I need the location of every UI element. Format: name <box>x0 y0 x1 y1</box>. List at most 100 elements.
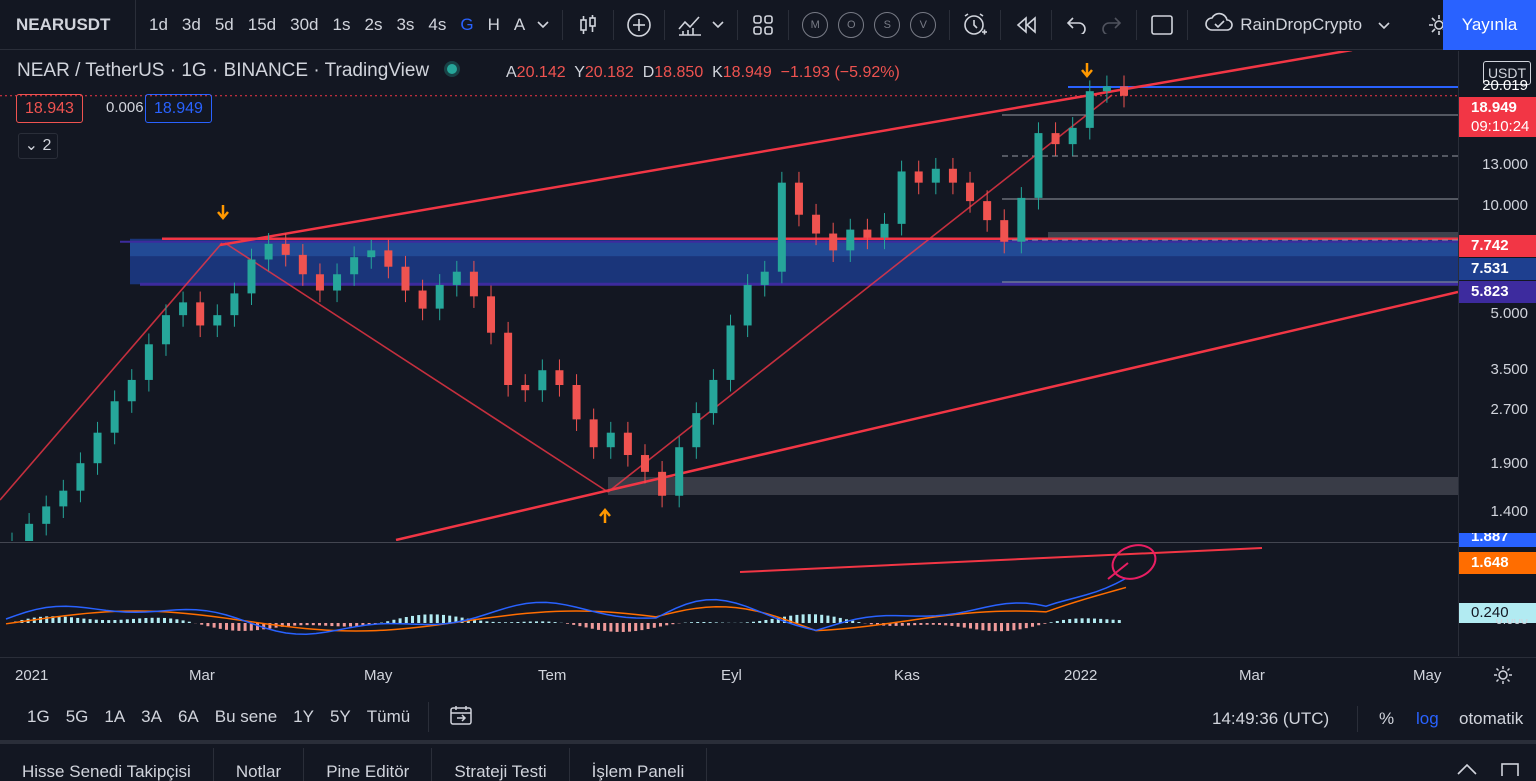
indicator-count: 2 <box>42 137 52 154</box>
interval-2s[interactable]: 2s <box>364 14 383 34</box>
range-8-button[interactable]: Tümü <box>366 707 411 726</box>
chevron-down-icon[interactable] <box>532 8 554 42</box>
fullscreen-icon[interactable] <box>1145 8 1179 42</box>
candle-body <box>948 168 957 183</box>
macd-histogram-bar <box>411 615 414 623</box>
utc-clock[interactable]: 14:49:36 (UTC) <box>1212 709 1330 728</box>
macd-histogram-bar <box>163 617 166 623</box>
axis-settings-gear-icon[interactable] <box>1492 664 1514 691</box>
chart-tool-m-button[interactable]: M <box>802 11 829 38</box>
range-0-button[interactable]: 1G <box>27 707 50 726</box>
macd-histogram-bar <box>1093 618 1096 623</box>
arrow-marker-icon <box>217 205 229 220</box>
time-tick: May <box>1413 667 1442 684</box>
macd-histogram-bar <box>628 623 631 632</box>
sell-price-button[interactable]: 18.943 <box>16 94 83 123</box>
price-tick: 10.000 <box>1482 197 1528 214</box>
panel-tab-2[interactable]: Pine Editör <box>304 748 433 781</box>
panel-tab-3[interactable]: Strateji Testi <box>432 748 570 781</box>
range-2-button[interactable]: 1A <box>104 707 126 726</box>
macd-histogram-bar <box>256 623 259 631</box>
candle-type-icon[interactable] <box>571 8 605 42</box>
buy-price-button[interactable]: 18.949 <box>145 94 212 123</box>
interval-1s[interactable]: 1s <box>332 14 351 34</box>
currency-label[interactable]: USDT <box>1483 61 1531 85</box>
undo-icon[interactable] <box>1060 8 1094 42</box>
candle-body <box>812 214 821 234</box>
macd-histogram-bar <box>888 623 892 626</box>
layout-grid-icon[interactable] <box>746 8 780 42</box>
range-7-button[interactable]: 5Y <box>329 707 351 726</box>
macd-histogram-bar <box>981 623 985 631</box>
price-axis[interactable]: USDT 20.019 18.949 09:10:24 13.000 10.00… <box>1458 51 1536 656</box>
candle-body <box>213 315 222 326</box>
log-toggle[interactable]: log <box>1416 709 1439 728</box>
chart-tool-s-button[interactable]: S <box>874 11 901 38</box>
candle-body <box>760 271 769 285</box>
high-label: Y <box>574 64 585 81</box>
goto-date-icon[interactable] <box>449 704 473 731</box>
divider <box>1051 9 1053 40</box>
chevron-up-icon[interactable] <box>1456 762 1478 780</box>
replay-icon[interactable] <box>1009 8 1043 42</box>
interval-3s[interactable]: 3s <box>396 14 415 34</box>
auto-scale-toggle[interactable]: otomatik <box>1459 709 1524 728</box>
panel-tab-4[interactable]: İşlem Paneli <box>570 748 708 781</box>
compare-add-icon[interactable] <box>622 8 656 42</box>
macd-histogram-bar <box>330 623 334 627</box>
macd-histogram-bar <box>299 623 303 626</box>
percent-toggle[interactable]: % <box>1379 709 1395 728</box>
macd-histogram-bar <box>423 614 427 623</box>
interval-1d[interactable]: 1d <box>149 14 168 34</box>
macd-histogram-bar <box>225 623 228 630</box>
chart-tool-o-button[interactable]: O <box>838 11 865 38</box>
alert-clock-icon[interactable] <box>958 8 992 42</box>
macd-histogram-bar <box>900 623 904 626</box>
candle-body <box>93 432 102 464</box>
macd-histogram-bar <box>1105 619 1109 623</box>
chart-tool-v-button[interactable]: V <box>910 11 937 38</box>
price-chart[interactable] <box>0 51 1458 541</box>
interval-g[interactable]: G <box>460 14 474 34</box>
divider <box>664 9 666 40</box>
interval-group: 1d 3d 5d 15d 30d 1s 2s 3s 4s G H A <box>136 15 532 35</box>
symbol-search[interactable]: NEARUSDT <box>0 0 136 50</box>
macd-histogram-bar <box>547 621 551 623</box>
macd-histogram-bar <box>776 617 780 623</box>
interval-h[interactable]: H <box>487 14 500 34</box>
range-1-button[interactable]: 5G <box>65 707 89 726</box>
interval-3d[interactable]: 3d <box>181 14 201 34</box>
interval-a[interactable]: A <box>513 14 526 34</box>
interval-5d[interactable]: 5d <box>214 14 234 34</box>
panel-tab-1[interactable]: Notlar <box>214 748 305 781</box>
macd-pane[interactable] <box>0 542 1458 656</box>
macd-tag: 1.648 <box>1459 552 1536 574</box>
macd-histogram-bar <box>832 616 836 623</box>
range-3-button[interactable]: 3A <box>141 707 162 726</box>
interval-15d[interactable]: 15d <box>247 14 277 34</box>
divider <box>562 9 564 40</box>
indicators-icon[interactable] <box>673 8 707 42</box>
range-4-button[interactable]: 6A <box>177 707 199 726</box>
range-5-button[interactable]: Bu sene <box>214 707 278 726</box>
macd-histogram-bar <box>454 616 458 623</box>
macd-trend-line <box>739 547 1263 573</box>
interval-4s[interactable]: 4s <box>428 14 447 34</box>
panel-tab-0[interactable]: Hisse Senedi Takipçisi <box>0 748 214 781</box>
redo-icon[interactable] <box>1094 8 1128 42</box>
maximize-panel-icon[interactable] <box>1500 762 1520 781</box>
candle-body <box>469 271 478 297</box>
macd-histogram-bar <box>578 623 582 627</box>
interval-30d[interactable]: 30d <box>290 14 319 34</box>
account-menu[interactable]: RainDropCrypto <box>1196 11 1398 38</box>
macd-histogram-bar <box>789 615 793 623</box>
range-6-button[interactable]: 1Y <box>293 707 314 726</box>
candle-body <box>110 401 119 433</box>
indicator-collapse-button[interactable]: ⌄ 2 <box>18 133 58 159</box>
price-tick: 20.019 <box>1482 77 1528 94</box>
candle-body <box>829 233 838 251</box>
chevron-down-icon[interactable] <box>707 8 729 42</box>
time-axis[interactable]: 2021 Mar May Tem Eyl Kas 2022 Mar May <box>0 657 1536 693</box>
publish-button[interactable]: Yayınla <box>1443 0 1536 50</box>
